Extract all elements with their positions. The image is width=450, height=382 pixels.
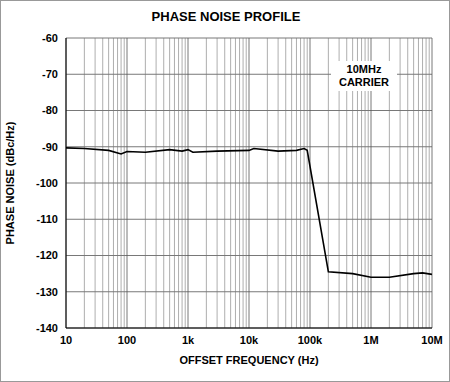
svg-text:-60: -60 [42, 32, 58, 44]
svg-text:-130: -130 [36, 286, 58, 298]
svg-text:-120: -120 [36, 249, 58, 261]
svg-text:-80: -80 [42, 104, 58, 116]
svg-text:10: 10 [60, 334, 72, 346]
svg-text:10M: 10M [421, 334, 442, 346]
svg-text:OFFSET FREQUENCY (Hz): OFFSET FREQUENCY (Hz) [179, 354, 318, 366]
svg-text:100: 100 [118, 334, 136, 346]
html-text:CARRIER: CARRIER [338, 76, 390, 88]
svg-text:-100: -100 [36, 177, 58, 189]
html-text:10MHz: 10MHz [346, 63, 382, 75]
svg-text:100k: 100k [298, 334, 323, 346]
svg-text:PHASE NOISE (dBc/Hz): PHASE NOISE (dBc/Hz) [8, 121, 16, 244]
svg-text:-90: -90 [42, 141, 58, 153]
svg-text:-140: -140 [36, 322, 58, 334]
svg-text:-110: -110 [37, 213, 58, 225]
svg-text:10k: 10k [240, 334, 259, 346]
svg-text:-70: -70 [42, 68, 58, 80]
html-text:PHASE NOISE PROFILE: PHASE NOISE PROFILE [151, 9, 301, 24]
svg-text:1k: 1k [182, 334, 195, 346]
svg-text:1M: 1M [363, 334, 378, 346]
